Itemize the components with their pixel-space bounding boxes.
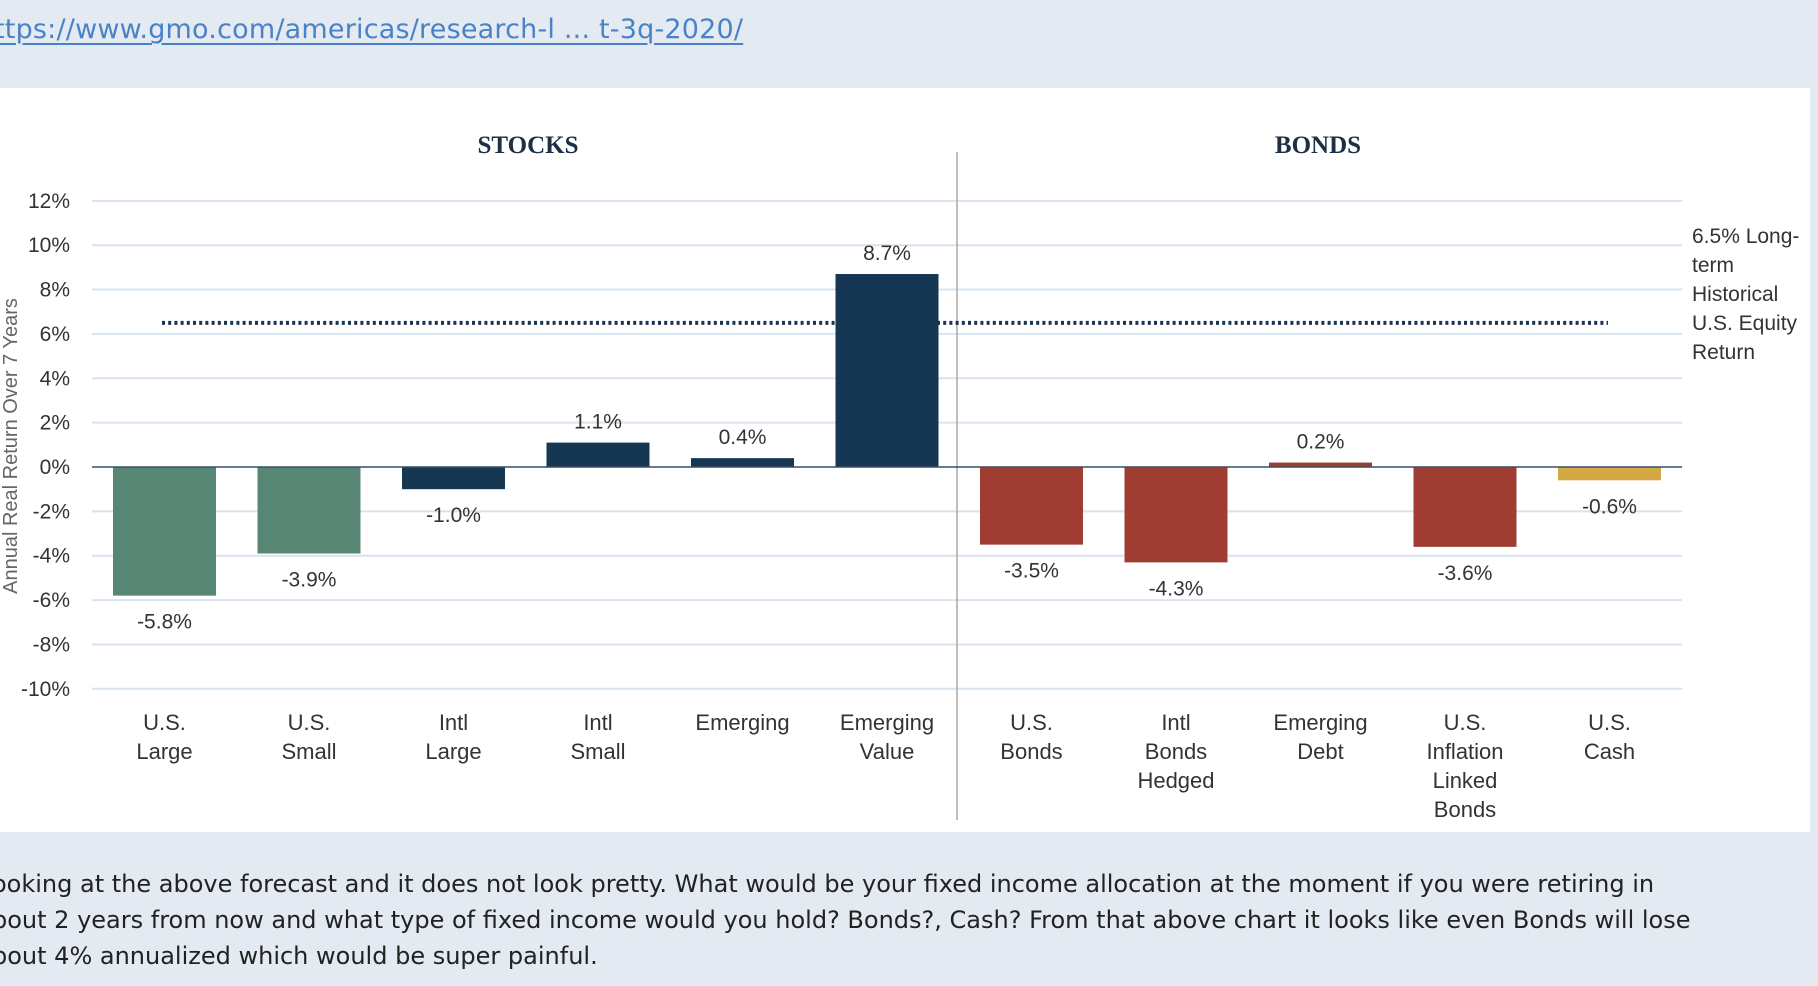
group-title-stocks: STOCKS: [478, 132, 579, 159]
data-label: 0.2%: [1297, 431, 1345, 454]
category-label: U.S.: [1444, 710, 1487, 735]
y-tick-label: 0%: [40, 456, 70, 479]
y-tick-label: 4%: [40, 367, 70, 390]
category-label: Small: [570, 739, 625, 764]
category-label: Large: [136, 739, 192, 764]
bar: [402, 467, 505, 490]
y-tick-label: 2%: [40, 412, 70, 435]
bar: [546, 442, 650, 467]
category-label: Cash: [1584, 739, 1635, 764]
y-tick-label: 10%: [28, 234, 70, 257]
data-label: -0.6%: [1582, 495, 1637, 518]
bar: [257, 467, 361, 554]
y-tick-label: -8%: [33, 633, 70, 656]
category-label: Inflation: [1426, 739, 1503, 764]
data-label: -1.0%: [426, 504, 481, 527]
category-label: U.S.: [1010, 710, 1053, 735]
data-label: 1.1%: [574, 411, 622, 434]
bar: [113, 467, 216, 596]
category-label: Intl: [439, 710, 468, 735]
y-tick-label: -4%: [33, 545, 70, 568]
category-label: Small: [281, 739, 336, 764]
reference-line-label: U.S. Equity: [1692, 312, 1798, 335]
category-label: U.S.: [288, 710, 331, 735]
category-label: Emerging: [695, 710, 789, 735]
y-tick-label: 8%: [40, 279, 70, 302]
y-tick-label: -6%: [33, 589, 70, 612]
bar: [1269, 462, 1372, 467]
data-label: -5.8%: [137, 611, 192, 634]
y-tick-label: -10%: [21, 678, 70, 701]
category-label: Emerging: [840, 710, 934, 735]
post-line: ooking at the above forecast and it does…: [0, 870, 1655, 898]
category-label: Bonds: [1434, 797, 1496, 822]
bar: [1124, 467, 1228, 563]
category-label: Debt: [1297, 739, 1343, 764]
category-label: Large: [425, 739, 481, 764]
y-tick-label: -2%: [33, 500, 70, 523]
category-label: Intl: [583, 710, 612, 735]
y-axis-label: Annual Real Return Over 7 Years: [0, 298, 22, 594]
category-label: U.S.: [143, 710, 186, 735]
data-label: 0.4%: [719, 426, 767, 449]
data-label: -3.6%: [1438, 562, 1493, 585]
category-label: Intl: [1161, 710, 1190, 735]
post-body: ooking at the above forecast and it does…: [0, 866, 1812, 974]
reference-line-label: Historical: [1692, 283, 1778, 306]
category-label: Linked: [1433, 768, 1498, 793]
reference-line-label: 6.5% Long-: [1692, 225, 1799, 248]
data-label: -3.9%: [282, 569, 337, 592]
bar: [835, 274, 939, 467]
post-line: bout 2 years from now and what type of f…: [0, 906, 1691, 934]
category-label: Emerging: [1273, 710, 1367, 735]
reference-line-label: term: [1692, 254, 1734, 277]
category-label: Bonds: [1000, 739, 1062, 764]
category-label: Bonds: [1145, 739, 1207, 764]
bar: [1558, 467, 1661, 481]
y-tick-label: 6%: [40, 323, 70, 346]
category-label: Hedged: [1137, 768, 1214, 793]
source-link[interactable]: ttps://www.gmo.com/americas/research-l .…: [0, 14, 744, 45]
bar: [1413, 467, 1517, 547]
data-label: 8.7%: [863, 242, 911, 265]
category-label: Value: [860, 739, 915, 764]
reference-line-label: Return: [1692, 341, 1755, 364]
y-tick-label: 12%: [28, 190, 70, 213]
data-label: -3.5%: [1004, 560, 1059, 583]
group-title-bonds: BONDS: [1275, 132, 1361, 159]
post-line: bout 4% annualized which would be super …: [0, 942, 598, 970]
data-label: -4.3%: [1149, 577, 1204, 600]
category-label: U.S.: [1588, 710, 1631, 735]
bar: [980, 467, 1083, 545]
bar: [691, 458, 794, 467]
